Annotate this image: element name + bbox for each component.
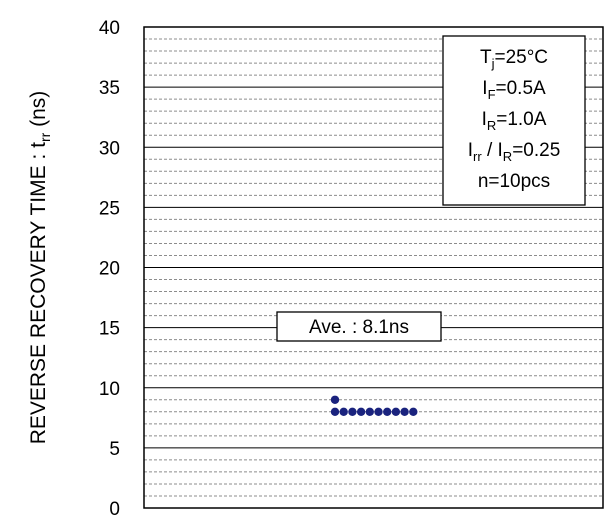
y-tick-label: 5	[109, 439, 120, 460]
condition-line: IR=1.0A	[482, 109, 547, 133]
conditions-legend: Tj=25°C IF=0.5A IR=1.0A Irr / IR=0.25 n=10pc…	[442, 35, 586, 206]
major-gridlines	[144, 86, 603, 449]
average-box	[276, 311, 442, 342]
data-point	[383, 407, 392, 416]
y-axis-tick-labels: 0 5 10 15 20 25 30 35 40	[99, 18, 120, 517]
data-point	[339, 407, 348, 416]
data-point	[356, 407, 366, 416]
y-tick-label: 25	[99, 198, 120, 219]
average-label: Ave. : 8.1ns	[309, 317, 409, 338]
y-tick-label: 30	[99, 138, 120, 159]
data-point	[374, 407, 383, 416]
y-tick-label: 40	[99, 18, 120, 39]
condition-line: Tj=25°C	[480, 47, 548, 71]
average-annotation: Ave. : 8.1ns	[276, 311, 442, 342]
data-point	[365, 407, 374, 416]
y-tick-label: 10	[99, 379, 120, 400]
condition-line: IF=0.5A	[482, 78, 546, 102]
conditions-box	[442, 35, 586, 206]
y-tick-label: 15	[99, 319, 120, 340]
y-tick-label: 35	[99, 78, 120, 99]
data-point	[348, 407, 357, 416]
data-points	[330, 395, 418, 416]
data-point	[409, 407, 418, 416]
y-axis-label: REVERSE RECOVERY TIME : trr (ns)	[27, 91, 53, 445]
condition-line: Irr / IR=0.25	[468, 140, 561, 164]
data-point	[400, 407, 409, 416]
data-point	[391, 407, 401, 416]
plot-area	[143, 26, 604, 509]
y-tick-label: 20	[99, 259, 120, 280]
data-point	[330, 395, 340, 404]
y-tick-label: 0	[109, 499, 120, 517]
data-point	[330, 407, 340, 416]
condition-line: n=10pcs	[478, 171, 550, 192]
